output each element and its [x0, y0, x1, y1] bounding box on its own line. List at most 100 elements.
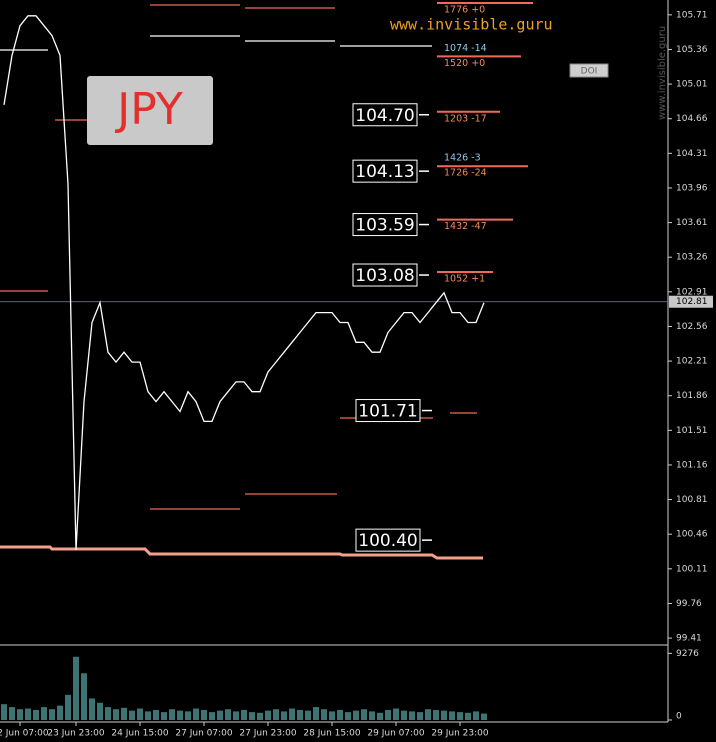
volume-bar [89, 698, 95, 720]
volume-bar [193, 708, 199, 720]
volume-bar [369, 711, 375, 720]
y-tick-label: 101.16 [676, 460, 708, 470]
volume-bar [449, 711, 455, 720]
volume-bar [169, 709, 175, 720]
current-price-box [669, 295, 713, 308]
volume-bar [129, 710, 135, 720]
y-tick-label: 99.41 [676, 634, 702, 644]
order-label: 1726 -24 [444, 168, 487, 179]
volume-bar [465, 712, 471, 720]
y-tick-label: 105.71 [676, 10, 708, 20]
volume-tick-label: 9276 [676, 649, 699, 659]
volume-bar [425, 709, 431, 720]
volume-bar [473, 711, 479, 720]
volume-bar [265, 710, 271, 720]
volume-bar [41, 707, 47, 720]
order-label: 1074 -14 [444, 43, 487, 54]
volume-bar [385, 709, 391, 720]
volume-bar [201, 709, 207, 720]
volume-bar [161, 712, 167, 720]
volume-bar [281, 711, 287, 720]
volume-bar [233, 711, 239, 720]
volume-tick-label: 0 [676, 712, 682, 722]
volume-bar [81, 673, 87, 720]
watermark: www.invisible.guru [657, 26, 668, 120]
price-line [3, 15, 485, 551]
volume-bar [409, 711, 415, 720]
symbol-label: JPY [114, 84, 183, 135]
volume-bar [481, 713, 487, 720]
x-tick-label: 29 Jun 07:00 [367, 729, 424, 739]
y-tick-label: 100.11 [676, 564, 708, 574]
volume-bar [33, 709, 39, 720]
order-label: 1432 -47 [444, 221, 487, 232]
level-label: 103.59 [355, 216, 414, 236]
volume-bar [289, 708, 295, 720]
volume-bar [249, 712, 255, 720]
volume-bar [361, 709, 367, 720]
y-tick-label: 103.61 [676, 218, 708, 228]
order-label: 1203 -17 [444, 113, 487, 124]
level-box [352, 103, 418, 127]
volume-bar [321, 709, 327, 720]
volume-bar [9, 707, 15, 720]
y-tick-label: 100.81 [676, 495, 708, 505]
volume-bar [401, 710, 407, 720]
y-tick-label: 99.76 [676, 599, 702, 609]
volume-bar [297, 709, 303, 720]
level-box [355, 399, 421, 423]
order-label: 1052 +1 [444, 274, 485, 285]
volume-bar [257, 712, 263, 720]
y-tick-label: 103.26 [676, 253, 708, 263]
order-label: 1426 -3 [444, 153, 481, 164]
level-box [352, 213, 418, 237]
order-label: 1776 +0 [444, 4, 485, 15]
volume-bar [305, 710, 311, 720]
y-tick-label: 104.31 [676, 149, 708, 159]
volume-bar [209, 712, 215, 720]
volume-bar [345, 712, 351, 720]
current-price-label: 102.81 [676, 297, 708, 307]
volume-bar [417, 712, 423, 720]
level-label: 100.40 [358, 531, 417, 551]
volume-bar [137, 708, 143, 720]
level-box [352, 263, 418, 287]
x-tick-label: 24 Jun 15:00 [111, 729, 168, 739]
y-tick-label: 105.01 [676, 80, 708, 90]
level-label: 104.70 [355, 106, 414, 126]
x-tick-label: 27 Jun 07:00 [175, 729, 232, 739]
volume-bar [25, 708, 31, 720]
order-label: 1520 +0 [444, 58, 485, 69]
volume-bar [113, 709, 119, 720]
volume-bar [177, 710, 183, 720]
volume-bar [121, 707, 127, 720]
volume-bar [377, 712, 383, 720]
volume-bar [337, 709, 343, 720]
y-tick-label: 101.51 [676, 426, 708, 436]
volume-bar [393, 708, 399, 720]
y-tick-label: 104.66 [676, 114, 708, 124]
volume-bar [97, 702, 103, 720]
volume-bar [145, 711, 151, 720]
volume-bar [329, 711, 335, 720]
volume-bar [273, 709, 279, 720]
volume-bar [17, 709, 23, 720]
volume-bar [313, 707, 319, 720]
x-tick-label: 22 Jun 07:00 [0, 729, 49, 739]
volume-bar [241, 709, 247, 720]
volume-bar [65, 694, 71, 720]
volume-bar [441, 710, 447, 720]
y-tick-label: 102.21 [676, 357, 708, 367]
symbol-box [87, 76, 213, 145]
volume-bar [105, 707, 111, 720]
volume-bar [57, 705, 63, 720]
x-tick-label: 29 Jun 23:00 [431, 729, 488, 739]
volume-bar [1, 704, 7, 720]
level-label: 103.08 [355, 266, 414, 286]
doi-button-label[interactable]: DOI [581, 67, 598, 77]
volume-bar [185, 711, 191, 720]
level-label: 104.13 [355, 162, 414, 182]
doi-button[interactable] [569, 63, 609, 78]
